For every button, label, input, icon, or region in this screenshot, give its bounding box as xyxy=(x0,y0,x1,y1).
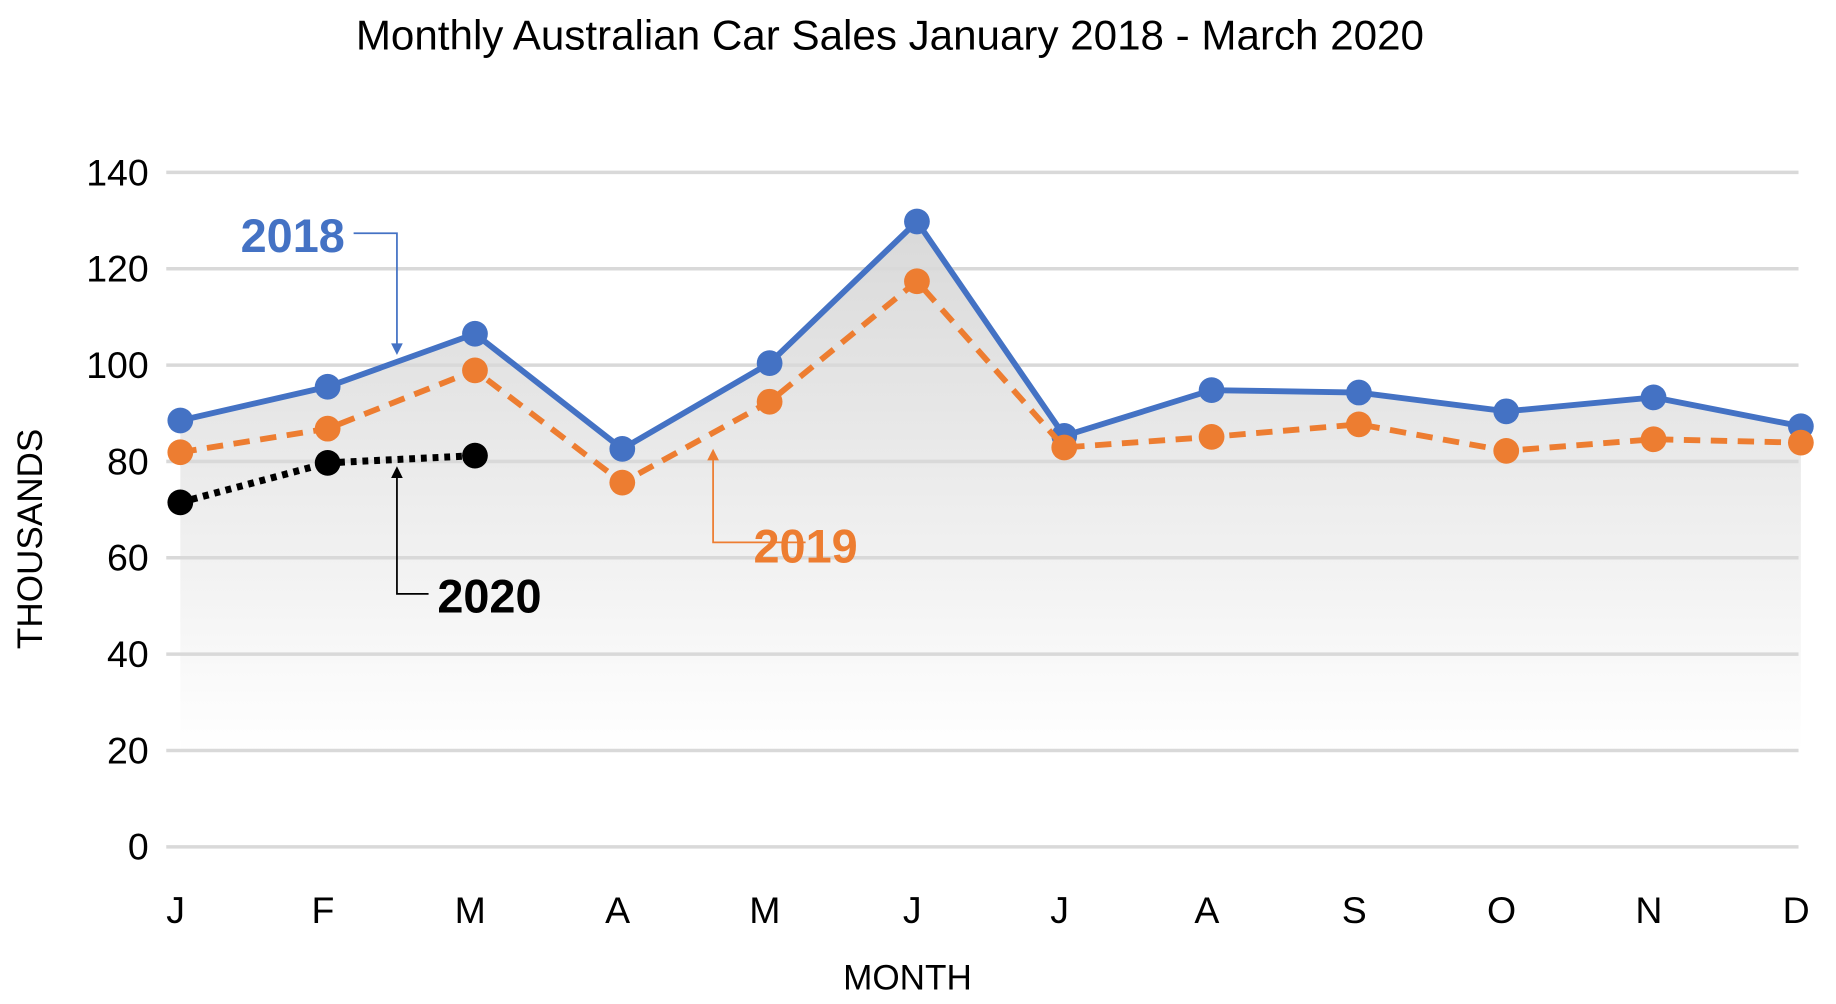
series-label-2018: 2018 xyxy=(241,210,345,262)
y-tick-label: 0 xyxy=(128,826,149,868)
data-point-2019 xyxy=(609,469,636,496)
data-point-2019 xyxy=(462,357,488,384)
arrow-icon xyxy=(391,466,403,478)
data-point-2019 xyxy=(1787,429,1814,456)
data-point-2020 xyxy=(462,442,488,469)
data-point-2020 xyxy=(314,450,341,476)
data-point-2020 xyxy=(167,489,194,516)
annotation-leader xyxy=(396,472,429,595)
x-tick-label: M xyxy=(749,889,780,931)
data-point-2019 xyxy=(314,415,341,442)
data-point-2019 xyxy=(1198,423,1225,450)
y-tick-label: 40 xyxy=(107,633,149,675)
arrow-icon xyxy=(707,448,719,461)
y-axis-label: THOUSANDS xyxy=(11,429,50,649)
series-label-2020: 2020 xyxy=(437,571,541,623)
data-point-2018 xyxy=(167,407,194,434)
y-tick-label: 80 xyxy=(107,440,149,482)
series-line-2019 xyxy=(179,277,1801,487)
x-tick-label: F xyxy=(312,889,335,931)
x-tick-label: A xyxy=(1194,889,1219,931)
data-point-2019 xyxy=(167,439,194,466)
annotation-leader xyxy=(712,454,806,544)
x-tick-label: M xyxy=(455,889,486,931)
data-point-2018 xyxy=(1640,384,1667,411)
chart-title: Monthly Australian Car Sales January 201… xyxy=(356,11,1424,58)
data-point-2018 xyxy=(1493,398,1520,425)
data-point-2018 xyxy=(1346,379,1372,406)
y-tick-label: 140 xyxy=(86,151,149,193)
x-tick-label: J xyxy=(1050,889,1069,931)
data-point-2019 xyxy=(1051,434,1078,461)
x-tick-label: A xyxy=(605,889,630,931)
arrow-icon xyxy=(391,343,403,356)
y-tick-label: 100 xyxy=(86,344,149,386)
data-point-2018 xyxy=(756,350,783,377)
data-point-2019 xyxy=(1346,411,1372,438)
series-line-2018 xyxy=(179,217,1802,453)
annotation-leader xyxy=(353,232,398,352)
area-fill xyxy=(180,221,1801,847)
data-point-2018 xyxy=(314,373,341,400)
data-point-2019 xyxy=(756,388,783,415)
data-point-2018 xyxy=(609,436,636,462)
x-tick-label: O xyxy=(1487,889,1516,931)
series-label-2019: 2019 xyxy=(753,520,857,572)
x-tick-label: S xyxy=(1342,889,1367,931)
data-point-2019 xyxy=(1640,426,1667,453)
y-tick-label: 20 xyxy=(107,729,149,771)
data-point-2018 xyxy=(904,208,930,235)
x-tick-label: J xyxy=(166,889,185,931)
data-point-2019 xyxy=(1493,437,1520,464)
y-tick-label: 60 xyxy=(107,537,149,579)
y-tick-label: 120 xyxy=(86,248,149,290)
data-point-2018 xyxy=(1198,377,1225,404)
data-point-2019 xyxy=(904,268,930,295)
data-point-2018 xyxy=(462,320,488,347)
x-axis-label: MONTH xyxy=(843,959,972,998)
x-tick-label: J xyxy=(903,889,922,931)
x-tick-label: N xyxy=(1635,889,1662,931)
x-tick-label: D xyxy=(1783,889,1810,931)
